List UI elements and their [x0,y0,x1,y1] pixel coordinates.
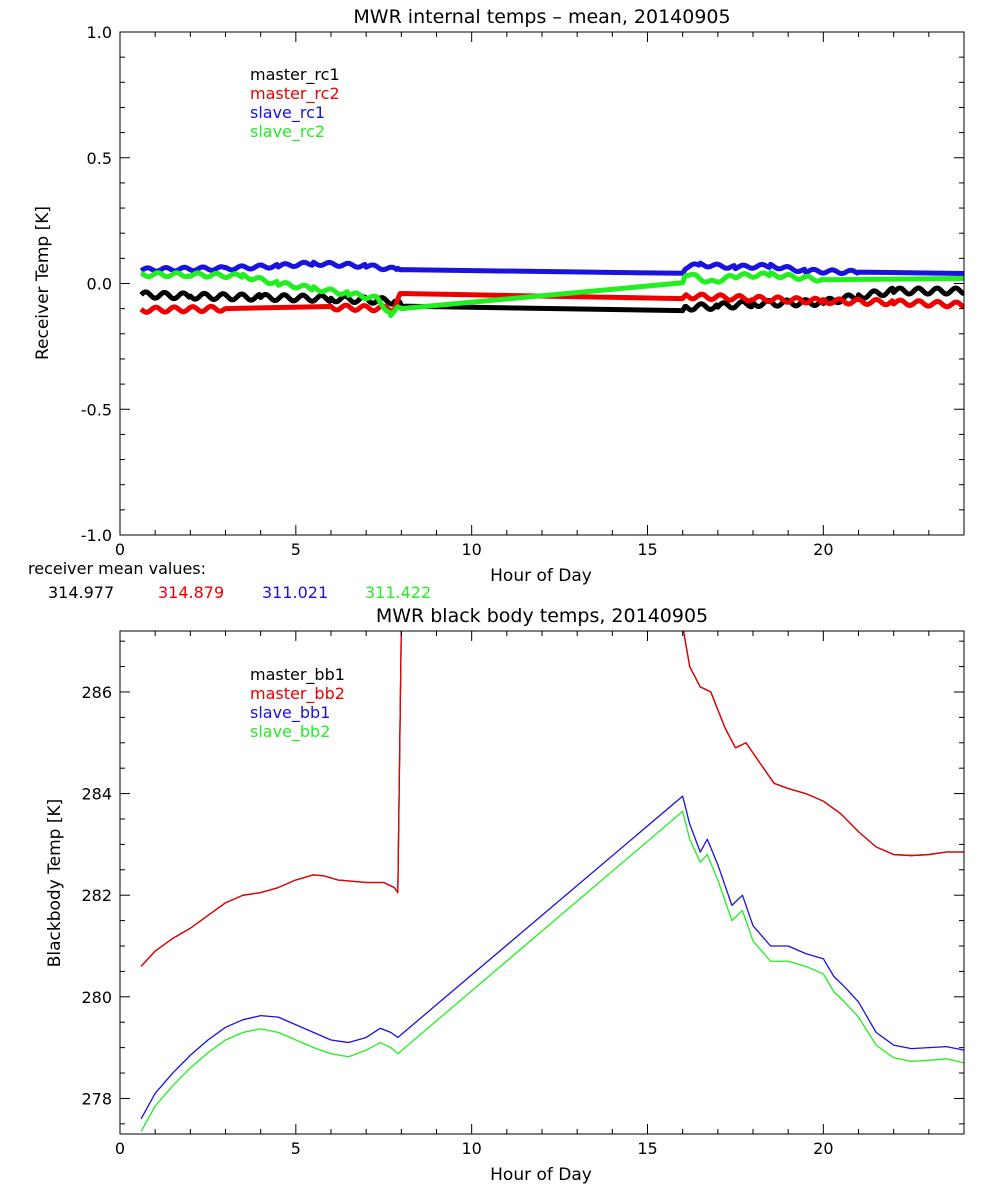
y-tick-label: -0.5 [81,400,112,419]
y-tick-label: 278 [81,1089,112,1108]
y-tick-label: 284 [81,785,112,804]
legend-entry-master-rc2: master_rc2 [250,84,340,104]
series-master-bb2 [140,631,964,967]
y-tick-label: 1.0 [87,23,112,42]
x-tick-label: 15 [637,540,657,559]
series-slave-rc1 [139,259,964,277]
series-slave-bb1 [140,795,964,1120]
series-master-rc1 [139,285,964,314]
plot-frame [119,630,965,1135]
legend-entry-slave-rc1: slave_rc1 [250,103,325,123]
tick-layer: 0 5 10 15 20 -1.0 -0.5 0.0 0.5 1.0 [81,23,965,559]
x-tick-label: 0 [115,540,125,559]
x-tick-label: 0 [115,1139,125,1158]
receiver-mean-summary: receiver mean values: 314.977 314.879 31… [28,559,431,602]
chart-title: MWR black body temps, 20140905 [376,605,708,627]
legend-entry-slave-bb1: slave_bb1 [250,703,330,723]
series-slave-bb2 [140,810,964,1132]
blackbody-temp-chart: MWR black body temps, 20140905 0 5 10 15 20 2… [45,605,965,1185]
y-tick-label: 0.5 [87,149,112,168]
chart-title: MWR internal temps – mean, 20140905 [353,6,730,28]
y-tick-label: 286 [81,683,112,702]
y-axis-label: Blackbody Temp [K] [45,799,65,968]
receiver-mean-value-4: 311.422 [365,583,431,602]
receiver-mean-value-1: 314.977 [48,583,114,602]
x-tick-label: 20 [813,540,833,559]
receiver-mean-value-2: 314.879 [158,583,224,602]
series-layer [139,259,964,319]
receiver-temp-chart: MWR internal temps – mean, 20140905 0 5 10… [33,6,965,586]
x-tick-label: 5 [291,1139,301,1158]
series-master-rc2 [139,291,964,315]
legend: master_rc1 master_rc2 slave_rc1 slave_rc… [250,65,340,142]
x-axis-label: Hour of Day [490,1165,592,1185]
legend-entry-master-bb1: master_bb1 [250,665,345,685]
x-tick-label: 15 [637,1139,657,1158]
x-tick-label: 5 [291,540,301,559]
x-axis-label: Hour of Day [490,566,592,586]
y-tick-label: -1.0 [81,526,112,545]
series-layer [140,631,964,1132]
x-tick-label: 10 [461,1139,481,1158]
plot-frame [119,31,965,536]
legend-entry-slave-bb2: slave_bb2 [250,722,330,742]
x-tick-label: 20 [813,1139,833,1158]
y-tick-label: 280 [81,988,112,1007]
y-tick-label: 0.0 [87,275,112,294]
y-tick-label: 282 [81,886,112,905]
receiver-mean-label: receiver mean values: [28,559,206,578]
series-slave-rc2 [139,270,964,319]
y-axis-label: Receiver Temp [K] [33,206,53,360]
receiver-mean-value-3: 311.021 [262,583,328,602]
legend-entry-master-rc1: master_rc1 [250,65,340,85]
legend-entry-master-bb2: master_bb2 [250,684,345,704]
legend-entry-slave-rc2: slave_rc2 [250,122,325,142]
x-tick-label: 10 [461,540,481,559]
legend: master_bb1 master_bb2 slave_bb1 slave_bb… [250,665,345,742]
